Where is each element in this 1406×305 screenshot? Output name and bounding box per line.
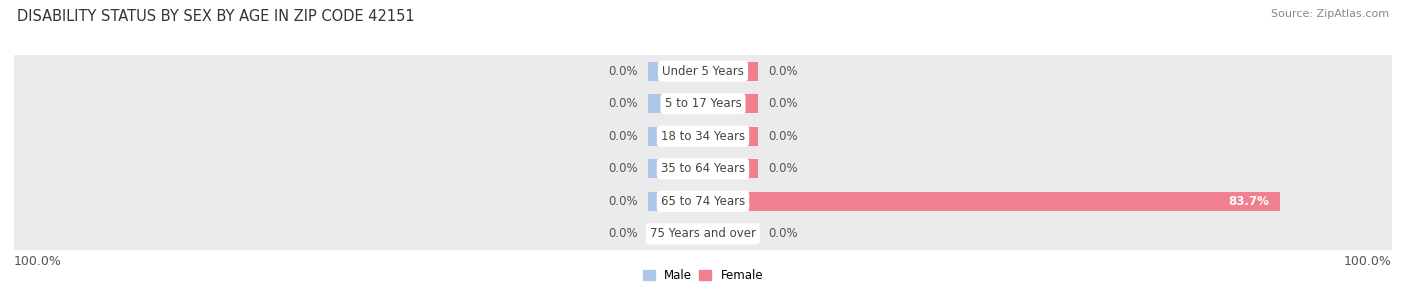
Text: 0.0%: 0.0% xyxy=(769,162,799,175)
Text: 100.0%: 100.0% xyxy=(14,255,62,268)
Text: 0.0%: 0.0% xyxy=(607,97,637,110)
Text: 0.0%: 0.0% xyxy=(607,195,637,208)
Bar xyxy=(703,159,758,178)
Bar xyxy=(703,224,758,243)
Text: 83.7%: 83.7% xyxy=(1229,195,1270,208)
Text: 0.0%: 0.0% xyxy=(769,65,799,78)
Bar xyxy=(648,224,703,243)
Text: Under 5 Years: Under 5 Years xyxy=(662,65,744,78)
Bar xyxy=(648,192,703,211)
Bar xyxy=(703,127,758,146)
Text: 0.0%: 0.0% xyxy=(607,65,637,78)
Text: 0.0%: 0.0% xyxy=(769,130,799,143)
Bar xyxy=(703,94,758,113)
Bar xyxy=(14,120,1392,152)
Bar xyxy=(14,55,1392,88)
Text: 75 Years and over: 75 Years and over xyxy=(650,227,756,240)
Bar xyxy=(703,62,758,81)
Text: 0.0%: 0.0% xyxy=(607,162,637,175)
Text: 65 to 74 Years: 65 to 74 Years xyxy=(661,195,745,208)
Legend: Male, Female: Male, Female xyxy=(638,265,768,287)
Text: 0.0%: 0.0% xyxy=(769,227,799,240)
Text: 100.0%: 100.0% xyxy=(1344,255,1392,268)
Bar xyxy=(648,127,703,146)
Text: 0.0%: 0.0% xyxy=(607,227,637,240)
Text: 5 to 17 Years: 5 to 17 Years xyxy=(665,97,741,110)
Text: 0.0%: 0.0% xyxy=(769,97,799,110)
Bar xyxy=(703,192,1279,211)
Bar xyxy=(14,185,1392,217)
Bar xyxy=(14,88,1392,120)
Bar xyxy=(648,159,703,178)
Text: 0.0%: 0.0% xyxy=(607,130,637,143)
Text: 35 to 64 Years: 35 to 64 Years xyxy=(661,162,745,175)
Text: DISABILITY STATUS BY SEX BY AGE IN ZIP CODE 42151: DISABILITY STATUS BY SEX BY AGE IN ZIP C… xyxy=(17,9,415,24)
Text: Source: ZipAtlas.com: Source: ZipAtlas.com xyxy=(1271,9,1389,19)
Bar xyxy=(648,62,703,81)
Bar xyxy=(14,217,1392,250)
Bar xyxy=(648,94,703,113)
Bar xyxy=(14,152,1392,185)
Text: 18 to 34 Years: 18 to 34 Years xyxy=(661,130,745,143)
